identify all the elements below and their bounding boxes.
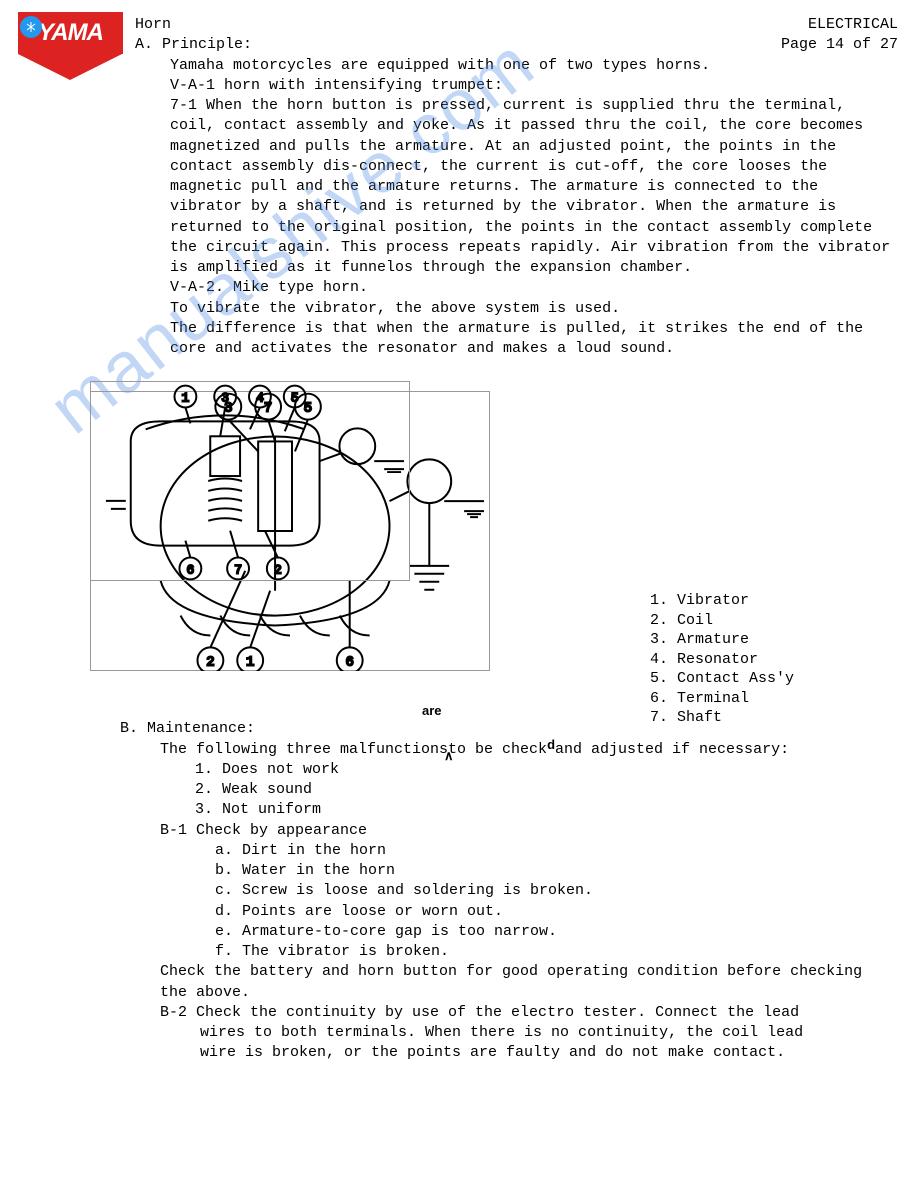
legend-item: 4. Resonator — [650, 650, 794, 670]
b-intro: The following three malfunctions∧to be c… — [160, 740, 898, 760]
svg-text:1: 1 — [246, 655, 254, 671]
svg-text:6: 6 — [346, 655, 354, 671]
malfunction-3: 3. Not uniform — [195, 800, 898, 820]
svg-text:4: 4 — [256, 391, 264, 406]
para-3: 7-1 When the horn button is pressed, cur… — [170, 96, 898, 278]
b1-after: Check the battery and horn button for go… — [160, 962, 898, 1003]
b2-line3: wire is broken, or the points are faulty… — [200, 1043, 898, 1063]
svg-text:6: 6 — [187, 563, 195, 578]
legend-item: 2. Coil — [650, 611, 794, 631]
para-2: V-A-1 horn with intensifying trumpet: — [170, 76, 898, 96]
legend-item: 3. Armature — [650, 630, 794, 650]
b2-line1: B-2 Check the continuity by use of the e… — [160, 1003, 898, 1023]
b1-d: d. Points are loose or worn out. — [215, 902, 898, 922]
section-a-heading: A. Principle: — [135, 35, 252, 55]
para-6: The difference is that when the armature… — [170, 319, 898, 360]
legend-item: 5. Contact Ass'y — [650, 669, 794, 689]
para-4: V-A-2. Mike type horn. — [170, 278, 898, 298]
b1-c: c. Screw is loose and soldering is broke… — [215, 881, 898, 901]
logo-label: YAMA — [38, 19, 103, 46]
b1-e: e. Armature-to-core gap is too narrow. — [215, 922, 898, 942]
page-title: Horn — [135, 15, 171, 35]
svg-text:7: 7 — [234, 563, 242, 578]
b1-f: f. The vibrator is broken. — [215, 942, 898, 962]
legend-item: 6. Terminal — [650, 689, 794, 709]
para-1: Yamaha motorcycles are equipped with one… — [170, 56, 898, 76]
horn-diagrams: 3 7 5 2 1 6 — [90, 371, 898, 711]
para-5: To vibrate the vibrator, the above syste… — [170, 299, 898, 319]
b2-line2: wires to both terminals. When there is n… — [200, 1023, 898, 1043]
b1-a: a. Dirt in the horn — [215, 841, 898, 861]
diagram-right: 1 3 4 5 6 7 2 — [90, 381, 410, 581]
logo-chevron — [18, 54, 122, 80]
section-b-heading: B. Maintenance: — [120, 719, 898, 739]
parts-legend: 1. Vibrator 2. Coil 3. Armature 4. Reson… — [650, 591, 794, 728]
section-label: ELECTRICAL — [808, 15, 898, 35]
tuning-fork-icon — [20, 16, 42, 38]
svg-text:3: 3 — [221, 391, 229, 406]
svg-text:2: 2 — [274, 563, 282, 578]
svg-text:2: 2 — [206, 655, 214, 671]
legend-item: 1. Vibrator — [650, 591, 794, 611]
malfunction-2: 2. Weak sound — [195, 780, 898, 800]
svg-text:1: 1 — [182, 391, 190, 406]
handwritten-are: are — [422, 702, 442, 720]
page-number: Page 14 of 27 — [781, 35, 898, 55]
brand-logo: YAMA — [18, 12, 123, 72]
b1-b: b. Water in the horn — [215, 861, 898, 881]
svg-text:5: 5 — [291, 391, 299, 406]
malfunction-1: 1. Does not work — [195, 760, 898, 780]
b1-heading: B-1 Check by appearance — [160, 821, 898, 841]
logo-text: YAMA — [18, 12, 123, 54]
